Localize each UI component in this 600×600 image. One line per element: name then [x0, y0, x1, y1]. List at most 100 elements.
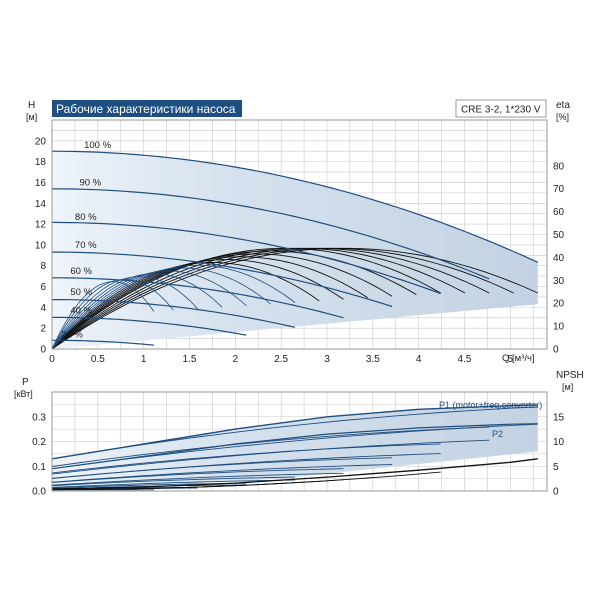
power-envelope — [52, 404, 538, 491]
speed-labels: 100 % 90 % 80 % 70 % 60 % 50 % 40 % 21 % — [61, 140, 111, 340]
efficiency-curves — [52, 247, 538, 350]
flow-tick-labels: 0 0.5 1 1.5 2 2.5 3 3.5 4 4.5 5 — [49, 354, 513, 365]
npsh-tick-label: 5 — [553, 462, 559, 473]
model-label: CRE 3-2, 1*230 V — [461, 105, 541, 116]
p1-curve — [52, 443, 441, 474]
head-curve — [52, 221, 441, 295]
head-curve — [52, 316, 247, 336]
head-tick-label: 4 — [40, 303, 46, 314]
eta-axis-label: eta — [556, 100, 570, 111]
head-curves — [52, 150, 539, 346]
flow-tick-label: 4 — [416, 354, 422, 365]
speed-label: 80 % — [75, 212, 97, 223]
power-chart: P [кВт] NPSH [м] P1 (motor+freq.converte… — [14, 370, 584, 498]
eta-tick-label: 80 — [553, 161, 565, 172]
npsh-axis-unit: [м] — [562, 382, 573, 392]
npsh-tick-label: 15 — [553, 412, 565, 423]
head-curve — [52, 188, 490, 280]
p2-curve — [52, 464, 393, 483]
head-tick-label: 18 — [35, 157, 47, 168]
npsh-tick-label: 10 — [553, 437, 565, 448]
speed-label: 50 % — [70, 287, 92, 298]
eta-tick-label: 40 — [553, 253, 565, 264]
head-tick-label: 12 — [35, 220, 47, 231]
efficiency-curve — [52, 247, 538, 350]
speed-label: 100 % — [84, 140, 111, 151]
head-tick-label: 6 — [40, 282, 46, 293]
speed-label: 21 % — [61, 330, 83, 341]
npsh-tick-label: 0 — [553, 487, 559, 498]
head-tick-label: 0 — [40, 345, 46, 356]
efficiency-curve — [52, 273, 223, 350]
p2-series-label: P2 — [492, 429, 503, 439]
head-curve — [52, 299, 296, 328]
p2-main-curve — [52, 423, 538, 470]
power-curves — [52, 404, 538, 491]
head-tick-label: 14 — [35, 199, 47, 210]
chart-title-box — [52, 100, 242, 117]
head-curve — [52, 339, 155, 346]
efficiency-curve — [52, 247, 441, 350]
p1-curve — [52, 426, 490, 467]
flow-tick-label: 4.5 — [458, 354, 472, 365]
head-tick-label: 10 — [35, 240, 47, 251]
head-curve — [52, 277, 344, 319]
p1-curve — [52, 468, 344, 483]
efficiency-curve — [52, 267, 271, 350]
speed-label: 90 % — [80, 178, 102, 189]
p2-curve — [52, 472, 344, 486]
power-axis-label: P — [22, 377, 29, 388]
power-plot-frame — [51, 391, 548, 492]
model-box — [455, 99, 547, 118]
flow-tick-label: 3.5 — [366, 354, 380, 365]
efficiency-curve — [52, 270, 247, 350]
head-tick-label: 8 — [40, 261, 46, 272]
power-tick-label: 0.1 — [32, 462, 46, 473]
efficiency-curve — [52, 256, 369, 350]
head-axis-unit: [м] — [26, 112, 37, 122]
head-tick-label: 16 — [35, 178, 47, 189]
head-plot-frame — [51, 119, 548, 350]
power-tick-label: 0.0 — [32, 487, 46, 498]
flow-tick-label: 2 — [233, 354, 239, 365]
eta-tick-label: 60 — [553, 207, 565, 218]
p2-curve — [52, 479, 295, 488]
eta-tick-label: 0 — [553, 345, 559, 356]
chart-title: Рабочие характеристики насоса — [56, 102, 236, 116]
eta-tick-labels: 0 10 20 30 40 50 60 70 80 — [553, 161, 565, 355]
power-tick-label: 0.2 — [32, 437, 46, 448]
flow-tick-label: 1.5 — [183, 354, 197, 365]
flow-axis-label: Q [м³/ч] — [502, 353, 535, 364]
speed-label: 70 % — [75, 240, 97, 251]
head-tick-label: 2 — [40, 324, 46, 335]
speed-label: 60 % — [70, 266, 92, 277]
head-curve — [52, 251, 393, 308]
p1-series-label: P1 (motor+freq.converter) — [439, 400, 542, 410]
npsh-curve — [52, 458, 538, 490]
head-tick-label: 20 — [35, 136, 47, 147]
power-tick-labels: 0.0 0.1 0.2 0.3 — [32, 412, 46, 497]
efficiency-curve — [52, 281, 155, 350]
flow-tick-label: 3 — [324, 354, 330, 365]
efficiency-curve — [52, 253, 393, 350]
npsh-axis-label: NPSH — [556, 370, 584, 381]
head-axis-label: H — [28, 100, 35, 111]
power-tick-label: 0.3 — [32, 412, 46, 423]
head-curve — [52, 150, 539, 263]
eta-tick-label: 20 — [553, 299, 565, 310]
flow-tick-label: 5 — [508, 354, 514, 365]
power-axis-unit: [кВт] — [14, 389, 33, 399]
efficiency-curve — [52, 264, 296, 350]
efficiency-curve — [52, 276, 198, 350]
head-chart: 100 % 90 % 80 % 70 % 60 % 50 % 40 % 21 % Рабочи… — [26, 99, 570, 365]
flow-tick-label: 2.5 — [274, 354, 288, 365]
p1-curve — [52, 476, 295, 487]
flow-tick-label: 0.5 — [91, 354, 105, 365]
eta-tick-label: 10 — [553, 322, 565, 333]
speed-label: 40 % — [70, 306, 92, 317]
eta-axis-unit: [%] — [556, 112, 569, 122]
flow-tick-label: 1 — [141, 354, 147, 365]
head-tick-labels: 0 2 4 6 8 10 12 14 16 18 20 — [35, 136, 47, 355]
eta-tick-label: 50 — [553, 230, 565, 241]
